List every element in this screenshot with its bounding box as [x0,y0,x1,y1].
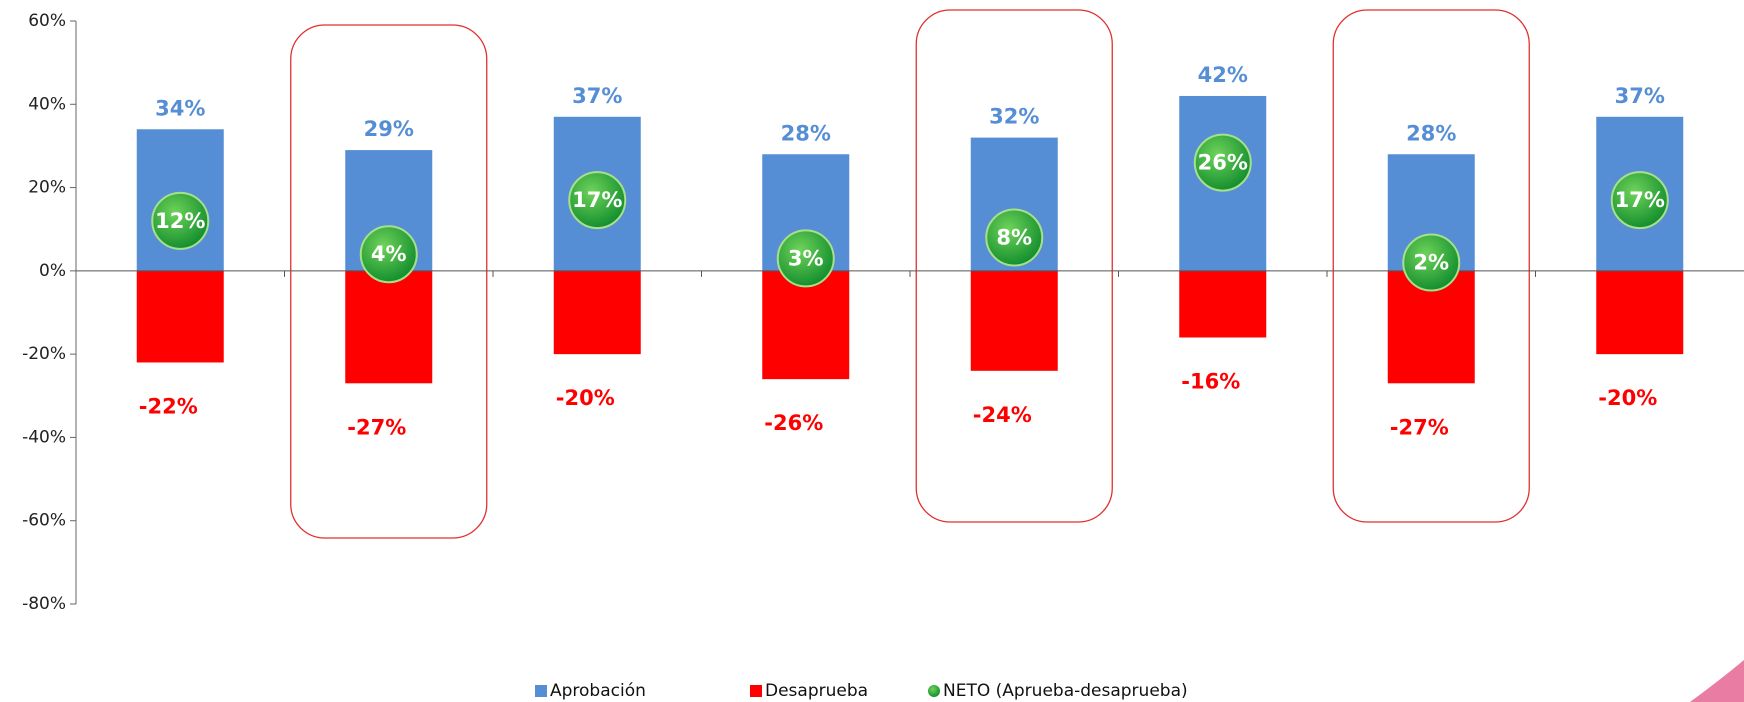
net-marker [1610,171,1669,230]
value-label: 32% [989,105,1039,129]
value-label: 12% [155,209,205,233]
net-marker [568,171,627,230]
y-tick-label: -40% [22,427,66,447]
legend-label: Desaprueba [765,681,868,701]
bar [1179,270,1267,338]
bar [970,270,1058,371]
net-marker [359,225,418,284]
value-label: -22% [139,394,198,418]
value-label: -27% [1390,415,1449,439]
value-label: 28% [1406,121,1456,145]
value-label: 17% [572,188,622,212]
net-marker [1402,233,1461,292]
y-tick-label: 20% [28,178,66,198]
value-label: 28% [781,121,831,145]
value-label: -16% [1181,369,1240,393]
value-label: 26% [1198,151,1248,175]
legend-swatch [928,685,940,697]
net-marker [1193,133,1252,192]
y-tick-label: -80% [22,594,66,614]
value-label: 42% [1198,63,1248,87]
value-label: 37% [1615,84,1665,108]
value-label: 2% [1413,251,1449,275]
net-marker [776,229,835,288]
value-label: 4% [371,242,407,266]
net-marker [151,191,210,250]
legend-label: Aprobación [550,681,646,701]
value-label: 34% [155,96,205,120]
value-label: 29% [364,117,414,141]
decoration [1690,660,1744,702]
value-label: 17% [1615,188,1665,212]
highlight-frame [1332,9,1530,523]
bar [345,270,433,384]
net-marker [985,208,1044,267]
legend-swatch [535,685,547,697]
y-tick-label: -60% [22,511,66,531]
highlight-frame [915,9,1113,523]
value-label: 8% [996,226,1032,250]
bar [553,270,641,355]
highlight-frame [290,24,488,539]
value-label: -24% [973,403,1032,427]
value-label: -20% [556,386,615,410]
y-tick-label: -20% [22,344,66,364]
value-label: -27% [347,415,406,439]
bar [762,270,850,380]
y-tick-label: 60% [28,11,66,31]
y-tick-label: 0% [39,261,66,281]
value-label: -26% [764,411,823,435]
legend-swatch [750,685,762,697]
value-label: 3% [788,246,824,270]
value-label: -20% [1598,386,1657,410]
value-label: 37% [572,84,622,108]
bar [136,270,224,363]
bar [1596,270,1684,355]
legend-label: NETO (Aprueba-desaprueba) [943,681,1188,701]
y-tick-label: 40% [28,94,66,114]
